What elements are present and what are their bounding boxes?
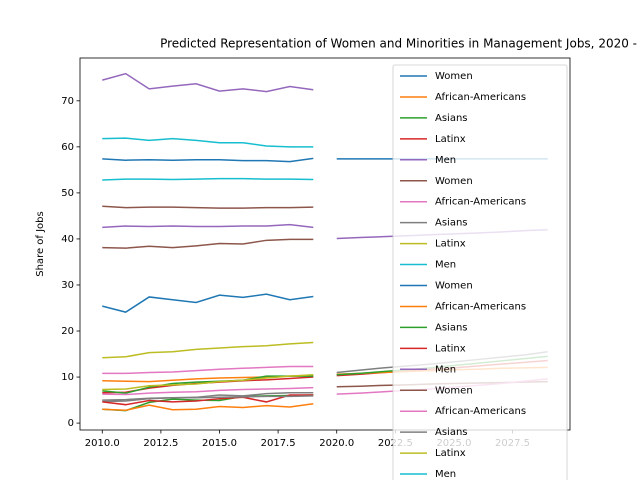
series-line [102, 205, 314, 209]
legend-label: Men [435, 155, 456, 166]
series-line [102, 177, 314, 181]
y-tick-label: 20 [61, 326, 74, 337]
series-line [102, 374, 314, 391]
series-line [102, 293, 314, 313]
legend-label: Asians [435, 113, 468, 124]
legend-label: African-Americans [435, 197, 526, 208]
legend-label: Men [435, 260, 456, 271]
series-line [102, 223, 314, 229]
y-tick-label: 50 [61, 188, 74, 199]
series-line [102, 365, 314, 375]
series-line [102, 395, 314, 401]
legend-label: Men [435, 469, 456, 480]
legend-label: Latinx [435, 239, 466, 250]
series-line [102, 238, 314, 249]
y-tick-label: 0 [68, 418, 74, 429]
legend-label: Women [435, 281, 473, 292]
series-line [102, 72, 314, 93]
y-tick-label: 40 [61, 234, 74, 245]
legend-label: African-Americans [435, 92, 526, 103]
series-line [102, 157, 314, 163]
legend-label: Men [435, 364, 456, 375]
series-line [102, 403, 314, 411]
y-tick-label: 70 [61, 96, 74, 107]
x-tick-label: 2010.0 [85, 438, 120, 449]
legend-label: Asians [435, 218, 468, 229]
legend-label: Asians [435, 322, 468, 333]
legend-label: Asians [435, 427, 468, 438]
x-tick-label: 2020.0 [319, 438, 354, 449]
legend-label: Latinx [435, 134, 466, 145]
y-tick-label: 30 [61, 280, 74, 291]
legend-label: Latinx [435, 448, 466, 459]
plot-frame [79, 57, 571, 431]
x-tick-label: 2015.0 [202, 438, 237, 449]
legend-label: Latinx [435, 343, 466, 354]
series-line [102, 137, 314, 148]
legend-label: Women [435, 385, 473, 396]
y-axis-label: Share of Jobs [35, 211, 46, 276]
legend-label: African-Americans [435, 301, 526, 312]
series-line [102, 391, 314, 403]
series-line [102, 386, 314, 396]
legend-box [392, 64, 568, 480]
chart-title: Predicted Representation of Women and Mi… [160, 37, 637, 51]
series-line [102, 375, 314, 394]
x-tick-label: 2012.5 [143, 438, 178, 449]
series-line [102, 394, 314, 406]
legend-label: Women [435, 176, 473, 187]
y-tick-label: 60 [61, 142, 74, 153]
legend-label: Women [435, 71, 473, 82]
x-tick-label: 2017.5 [261, 438, 296, 449]
series-line [102, 341, 314, 359]
y-tick-label: 10 [61, 372, 74, 383]
legend-label: African-Americans [435, 406, 526, 417]
